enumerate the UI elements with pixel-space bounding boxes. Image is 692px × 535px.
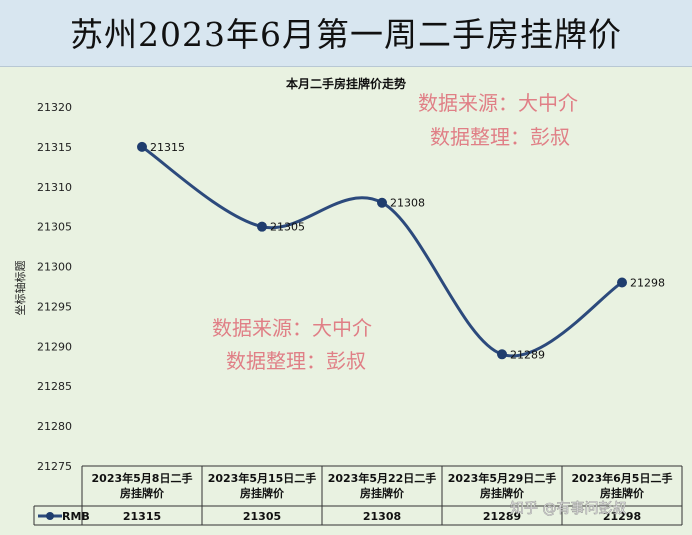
table-value: 21298 xyxy=(603,510,641,523)
data-point xyxy=(257,221,267,232)
data-label: 21298 xyxy=(630,277,665,290)
data-table: 2023年5月8日二手房挂牌价2023年5月15日二手房挂牌价2023年5月22… xyxy=(33,465,683,526)
data-label: 21315 xyxy=(150,141,185,154)
y-tick-label: 21320 xyxy=(37,101,72,114)
data-point xyxy=(497,349,507,360)
y-tick-label: 21315 xyxy=(37,141,72,154)
y-tick-label: 21305 xyxy=(37,221,72,234)
watermark-group-top: 数据来源：大中介 数据整理：彭叔 xyxy=(418,91,578,149)
y-axis-title: 坐标轴标题 xyxy=(13,261,27,316)
y-tick-label: 21285 xyxy=(37,380,72,393)
category-label: 房挂牌价 xyxy=(120,486,165,500)
table-value: 21315 xyxy=(123,510,161,523)
platform-watermark: 知乎 @有事问彭叔 xyxy=(510,500,626,517)
data-label: 21289 xyxy=(510,348,545,361)
data-label: 21305 xyxy=(270,221,305,234)
watermark-editor-middle: 数据整理：彭叔 xyxy=(226,349,366,373)
category-label: 2023年5月15日二手 xyxy=(208,471,317,485)
y-tick-label: 21275 xyxy=(37,460,72,473)
title-banner: 苏州2023年6月第一周二手房挂牌价 xyxy=(0,0,692,67)
chart-title: 本月二手房挂牌价走势 xyxy=(286,76,406,91)
y-tick-label: 21280 xyxy=(37,420,72,433)
data-point xyxy=(137,141,147,152)
category-label: 房挂牌价 xyxy=(600,486,645,500)
data-label: 21308 xyxy=(390,197,425,210)
watermark-source-top: 数据来源：大中介 xyxy=(418,91,578,115)
y-tick-label: 21310 xyxy=(37,181,72,194)
category-label: 2023年5月8日二手 xyxy=(92,471,193,485)
watermark-editor-top: 数据整理：彭叔 xyxy=(430,125,570,149)
table-value: 21289 xyxy=(483,510,521,523)
y-tick-label: 21295 xyxy=(37,300,72,313)
category-label: 2023年5月22日二手 xyxy=(328,471,437,485)
y-tick-label: 21290 xyxy=(37,340,72,353)
watermark-source-middle: 数据来源：大中介 xyxy=(212,316,372,340)
banner-title: 苏州2023年6月第一周二手房挂牌价 xyxy=(70,15,622,54)
category-label: 房挂牌价 xyxy=(240,486,285,500)
category-label: 房挂牌价 xyxy=(360,486,405,500)
category-label: 2023年5月29日二手 xyxy=(448,471,557,485)
data-point xyxy=(617,277,627,288)
y-tick-label: 21300 xyxy=(37,261,72,274)
watermark-group-middle: 数据来源：大中介 数据整理：彭叔 xyxy=(212,316,372,373)
table-value: 21305 xyxy=(243,510,281,523)
data-point xyxy=(377,197,387,208)
y-axis-ticks: 21320 21315 21310 21305 21300 21295 21290 21285… xyxy=(37,101,72,473)
category-label: 房挂牌价 xyxy=(480,486,525,500)
series-name-label: RMB xyxy=(62,510,90,523)
legend-key-marker xyxy=(46,512,54,520)
table-value: 21308 xyxy=(363,510,401,523)
category-label: 2023年6月5日二手 xyxy=(572,471,673,485)
series-layer: 21315 21305 21308 21289 21298 xyxy=(137,141,665,361)
